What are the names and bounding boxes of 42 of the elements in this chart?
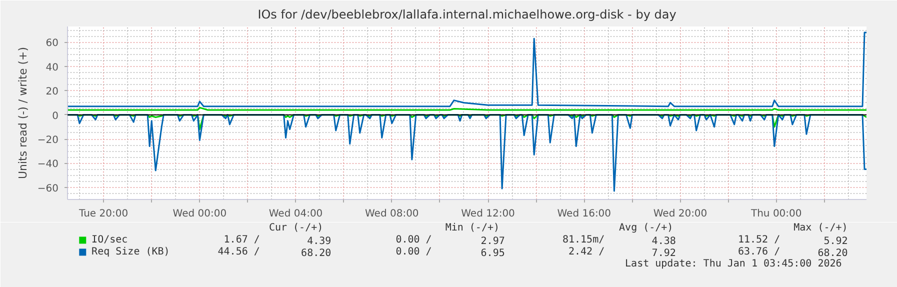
x-tick-label: Wed 08:00 — [365, 208, 419, 220]
text: 63.76 / — [738, 246, 780, 258]
x-tick-label: Wed 04:00 — [268, 208, 323, 220]
text: 0.00 / — [396, 234, 432, 246]
line-series — [68, 114, 866, 192]
y-tick-label: −60 — [37, 183, 59, 194]
text: Avg (-/+) — [619, 222, 674, 234]
text: 44.56 / — [218, 246, 260, 258]
y-tick-label: 40 — [46, 62, 59, 74]
text: 0.00 / — [396, 246, 432, 258]
text: 4.38 — [652, 236, 676, 248]
legend-label: Req Size (KB) — [92, 246, 170, 258]
text: 5.92 — [824, 236, 848, 248]
text: 11.52 / — [738, 234, 780, 246]
text: 4.39 — [307, 236, 332, 248]
x-tick-label: Wed 00:00 — [172, 208, 227, 220]
x-tick-label: Tue 20:00 — [78, 208, 128, 220]
text: Cur (-/+) — [268, 222, 324, 234]
y-tick-label: 60 — [46, 38, 59, 50]
text: 2.97 — [480, 236, 505, 248]
line-series — [68, 32, 866, 108]
x-tick-label: Wed 12:00 — [461, 208, 515, 220]
legend-label: IO/sec — [92, 234, 128, 246]
text: 1.67 / — [224, 234, 260, 246]
x-tick-label: Wed 16:00 — [557, 208, 612, 220]
text: 2.42 / — [568, 246, 605, 258]
text: 7.92 — [652, 248, 676, 260]
y-tick-label: 0 — [52, 110, 59, 122]
y-axis-title: Units read (-) / write (+) — [16, 46, 30, 180]
text: Last update: Thu Jan 1 03:45:00 2026 — [625, 258, 842, 270]
text: Max (-/+) — [794, 222, 848, 234]
text: 68.20 — [301, 248, 332, 260]
x-tick-label: Wed 20:00 — [653, 208, 708, 220]
y-tick-label: −20 — [37, 135, 59, 146]
text: 6.95 — [480, 248, 505, 260]
x-tick-label: Thu 00:00 — [750, 208, 802, 220]
chart-title: IOs for /dev/beeblebrox/lallafa.internal.michaelhowe.org-disk - by day — [258, 8, 676, 22]
text: 68.20 — [818, 248, 848, 260]
text: Min (-/+) — [445, 222, 500, 234]
y-tick-label: −40 — [37, 159, 59, 170]
text: 81.15m/ — [562, 234, 605, 246]
y-tick-label: 20 — [46, 86, 59, 98]
